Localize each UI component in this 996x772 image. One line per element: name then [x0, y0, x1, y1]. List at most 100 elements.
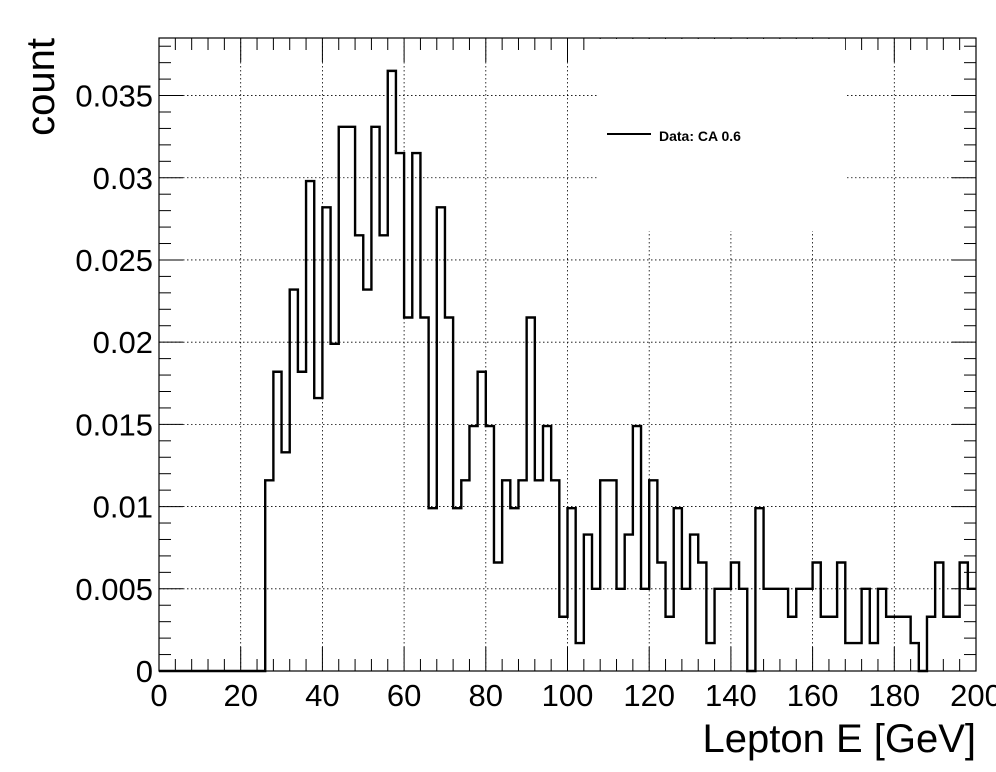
y-axis-title: count	[19, 38, 63, 136]
histogram-bin	[494, 562, 502, 671]
histogram-bin	[674, 508, 682, 671]
histogram-bin	[951, 617, 959, 671]
histogram-bin	[298, 372, 306, 671]
histogram-bin	[927, 617, 935, 671]
histogram-bin	[551, 480, 559, 671]
histogram-bin	[690, 535, 698, 671]
histogram-bin	[902, 617, 910, 671]
histogram-bin	[380, 235, 388, 671]
x-tick-label: 0	[150, 678, 167, 713]
histogram-bin	[396, 153, 404, 671]
histogram-bin	[518, 480, 526, 671]
histogram-bin	[821, 617, 829, 671]
legend-entry-label: Data: CA 0.6	[659, 128, 741, 144]
histogram-bin	[388, 71, 396, 671]
x-tick-label: 40	[305, 678, 339, 713]
plot-frame	[158, 37, 977, 672]
histogram-bin	[469, 426, 477, 671]
histogram-bin	[347, 127, 355, 671]
histogram-bin	[829, 617, 837, 671]
y-tick-label: 0.01	[93, 490, 153, 525]
histogram-bin	[706, 643, 714, 671]
histogram-series-line	[159, 69, 976, 673]
histogram-bin	[363, 290, 371, 671]
histogram-bin	[306, 181, 314, 671]
histogram-bin	[715, 589, 723, 671]
histogram-bin	[576, 643, 584, 671]
histogram-bin	[625, 535, 633, 671]
histogram-bin	[870, 643, 878, 671]
histogram-bin	[584, 535, 592, 671]
histogram-bin	[527, 318, 535, 671]
histogram-bin	[804, 589, 812, 671]
x-tick-label: 140	[705, 678, 757, 713]
histogram-bin	[813, 562, 821, 671]
tick-labels: 0 20 40 60 80 100 120 140 160 180 200 0 0.005 0.01 0.0…	[75, 79, 996, 713]
histogram-bin	[666, 617, 674, 671]
gridlines	[159, 38, 976, 671]
histogram-bin	[429, 508, 437, 671]
histogram-bin	[282, 452, 290, 671]
histogram-bin	[502, 480, 510, 671]
histogram-bin	[412, 153, 420, 671]
histogram-bin	[290, 290, 298, 671]
x-axis-title: Lepton E [GeV]	[702, 717, 976, 761]
histogram-bin	[339, 127, 347, 671]
y-tick-label: 0.035	[75, 79, 153, 114]
histogram-bin	[641, 589, 649, 671]
histogram-bin	[453, 508, 461, 671]
histogram-bin	[837, 562, 845, 671]
histogram-bin	[862, 589, 870, 671]
histogram-bin	[331, 344, 339, 671]
histogram-bin	[592, 589, 600, 671]
x-tick-label: 60	[387, 678, 421, 713]
histogram-bin	[764, 589, 772, 671]
histogram-bin	[478, 372, 486, 671]
x-tick-label: 80	[469, 678, 503, 713]
data-series	[159, 69, 976, 673]
histogram-bin	[543, 426, 551, 671]
histogram-bin	[943, 617, 951, 671]
histogram-bin	[878, 589, 886, 671]
histogram-bin	[796, 589, 804, 671]
y-tick-label: 0.005	[75, 572, 153, 607]
histogram-bin	[486, 426, 494, 671]
histogram-bin	[600, 480, 608, 671]
histogram-bin	[535, 480, 543, 671]
histogram-bin	[894, 617, 902, 671]
histogram-bin	[657, 562, 665, 671]
histogram-bin	[911, 643, 919, 671]
histogram-bin	[723, 589, 731, 671]
legend: Data: CA 0.6	[597, 39, 845, 231]
histogram-bin	[322, 207, 330, 671]
x-tick-label: 120	[623, 678, 675, 713]
histogram-bin	[886, 617, 894, 671]
histogram-bin	[559, 617, 567, 671]
histogram-bin	[437, 207, 445, 671]
histogram-bin	[682, 589, 690, 671]
histogram-bin	[510, 508, 518, 671]
histogram-bin	[739, 589, 747, 671]
y-tick-label: 0.03	[93, 161, 153, 196]
x-tick-label: 100	[542, 678, 594, 713]
histogram-bin	[273, 372, 281, 671]
histogram-bin	[968, 589, 976, 671]
y-tick-label: 0	[136, 654, 153, 689]
histogram-bin	[649, 480, 657, 671]
histogram-bin	[731, 562, 739, 671]
histogram-bin	[788, 617, 796, 671]
histogram-bin	[314, 398, 322, 671]
histogram-bin	[617, 589, 625, 671]
y-tick-label: 0.02	[93, 325, 153, 360]
histogram-bin	[265, 480, 273, 671]
histogram-bin	[568, 508, 576, 671]
y-tick-label: 0.015	[75, 407, 153, 442]
x-tick-label: 160	[787, 678, 839, 713]
histogram-bin	[633, 426, 641, 671]
histogram-bin	[698, 562, 706, 671]
histogram-bin	[960, 562, 968, 671]
x-tick-label: 180	[868, 678, 920, 713]
histogram-bin	[404, 318, 412, 671]
histogram-bin	[845, 643, 853, 671]
